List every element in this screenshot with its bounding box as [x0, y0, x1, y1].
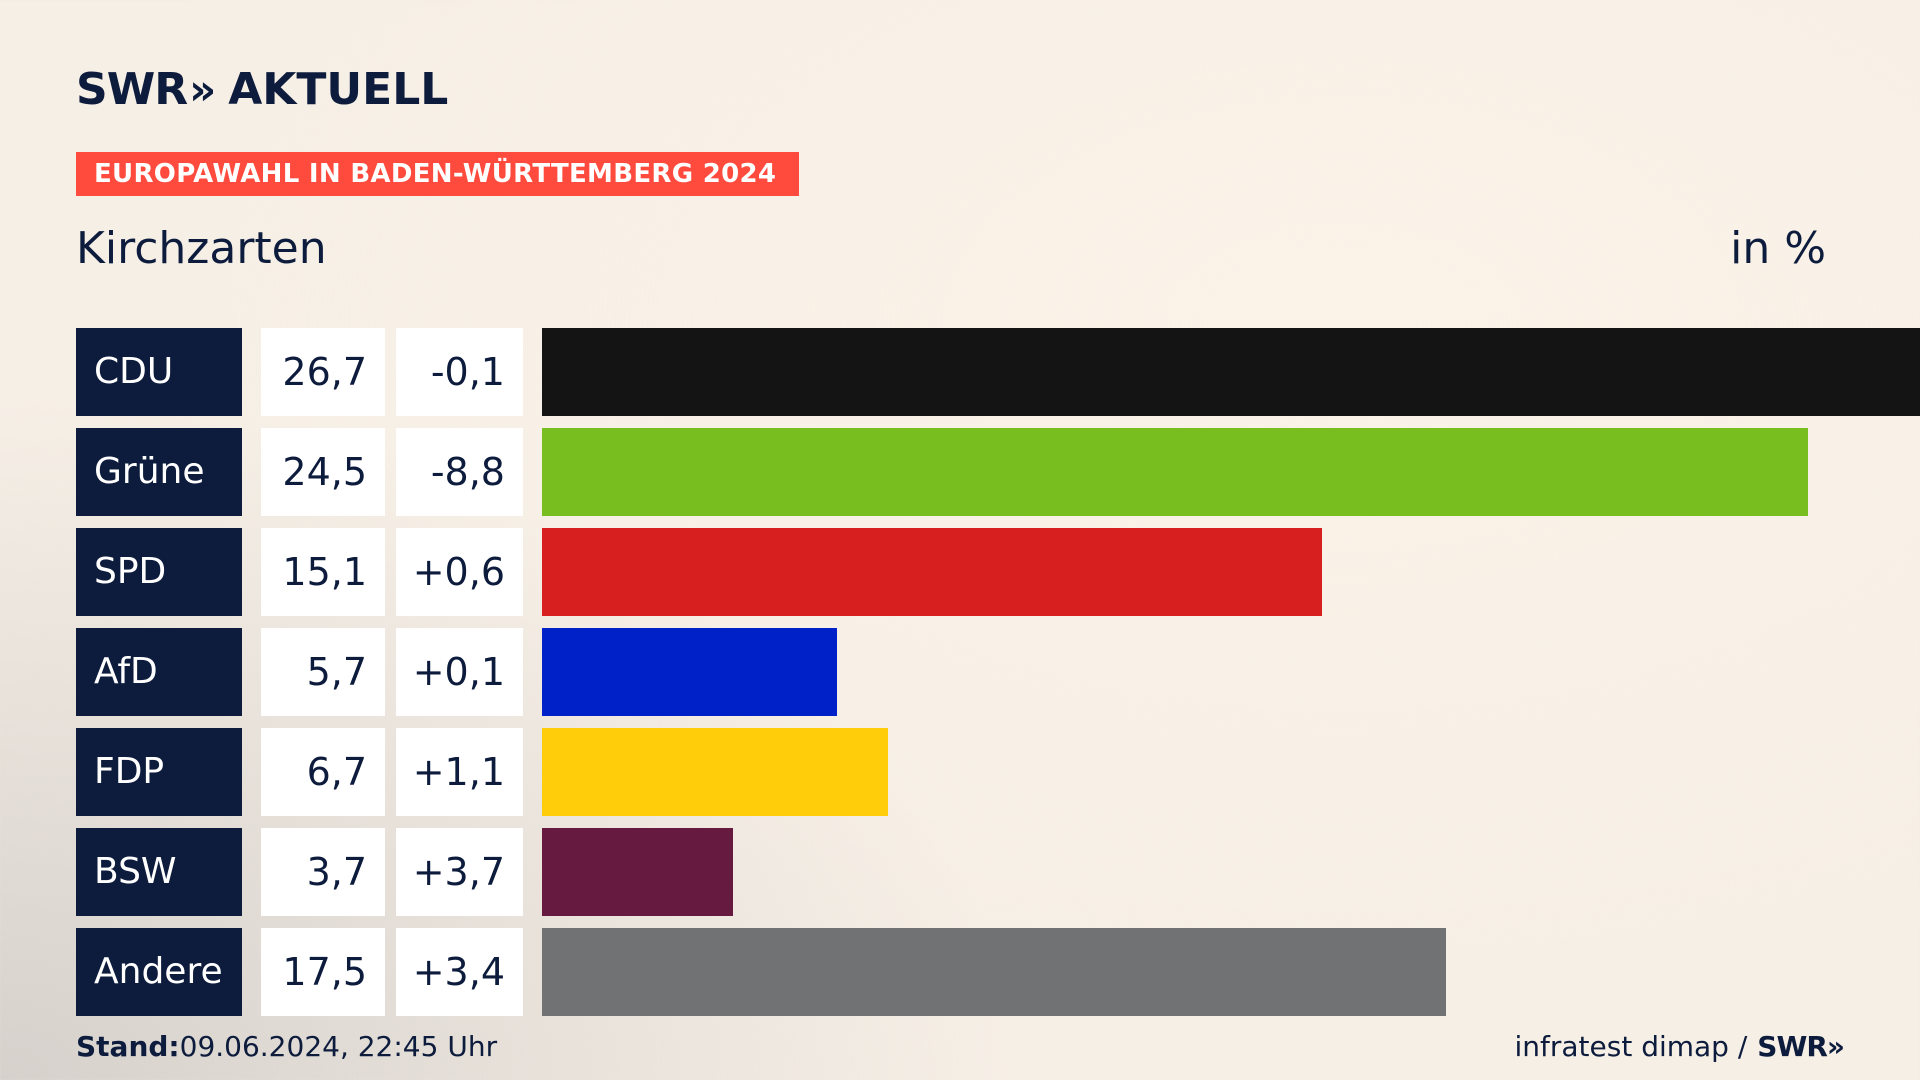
- brand-name: SWR: [76, 64, 188, 115]
- timestamp: Stand:09.06.2024, 22:45 Uhr: [76, 1030, 497, 1064]
- result-change: +1,1: [396, 728, 523, 816]
- result-row-cdu: CDU 26,7 -0,1: [76, 328, 1920, 416]
- swr-mini-logo: SWR»: [1757, 1030, 1845, 1063]
- result-value: 26,7: [261, 328, 385, 416]
- source-text: infratest dimap /: [1514, 1030, 1748, 1063]
- result-value: 6,7: [261, 728, 385, 816]
- result-bar: [542, 628, 837, 716]
- result-row-afd: AfD 5,7 +0,1: [76, 628, 1920, 716]
- election-banner: EUROPAWAHL IN BADEN-WÜRTTEMBERG 2024: [76, 152, 799, 196]
- swr-aktuell-logo: SWR » AKTUELL: [76, 68, 448, 112]
- party-label: BSW: [76, 828, 242, 916]
- party-label: FDP: [76, 728, 242, 816]
- result-change: +0,6: [396, 528, 523, 616]
- result-bar: [542, 728, 888, 816]
- source-credit: infratest dimap / SWR»: [1514, 1030, 1845, 1064]
- result-value: 15,1: [261, 528, 385, 616]
- result-change: +0,1: [396, 628, 523, 716]
- result-row-spd: SPD 15,1 +0,6: [76, 528, 1920, 616]
- result-bar: [542, 828, 733, 916]
- result-change: +3,4: [396, 928, 523, 1016]
- party-label: CDU: [76, 328, 242, 416]
- result-value: 3,7: [261, 828, 385, 916]
- party-label: SPD: [76, 528, 242, 616]
- party-label: Andere: [76, 928, 242, 1016]
- result-row-grüne: Grüne 24,5 -8,8: [76, 428, 1920, 516]
- result-row-fdp: FDP 6,7 +1,1: [76, 728, 1920, 816]
- chart-unit: in %: [1730, 223, 1826, 274]
- result-bar: [542, 328, 1920, 416]
- stand-label: Stand:: [76, 1030, 180, 1063]
- party-label: Grüne: [76, 428, 242, 516]
- result-change: -0,1: [396, 328, 523, 416]
- result-row-andere: Andere 17,5 +3,4: [76, 928, 1920, 1016]
- result-bar: [542, 528, 1322, 616]
- result-bar: [542, 928, 1446, 1016]
- result-change: -8,8: [396, 428, 523, 516]
- chart-title-place: Kirchzarten: [76, 223, 327, 274]
- result-value: 24,5: [261, 428, 385, 516]
- result-value: 5,7: [261, 628, 385, 716]
- party-label: AfD: [76, 628, 242, 716]
- result-change: +3,7: [396, 828, 523, 916]
- stand-value: 09.06.2024, 22:45 Uhr: [179, 1030, 498, 1063]
- result-bar: [542, 428, 1808, 516]
- result-row-bsw: BSW 3,7 +3,7: [76, 828, 1920, 916]
- brand-title: AKTUELL: [228, 64, 449, 115]
- result-value: 17,5: [261, 928, 385, 1016]
